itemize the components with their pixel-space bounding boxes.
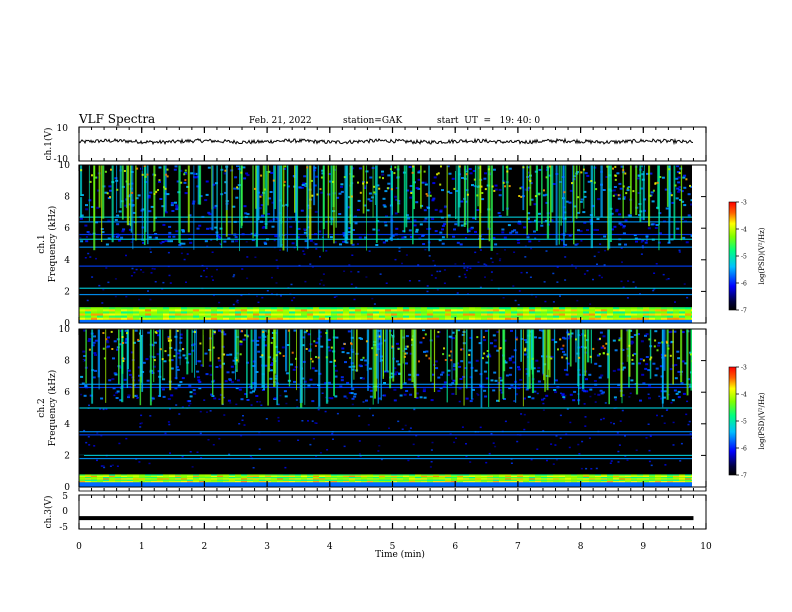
ch1-spectrogram-image xyxy=(79,165,706,323)
spec1-ytick: 2 xyxy=(64,287,70,297)
colorbar-tick: -5 xyxy=(741,254,747,261)
spec2-ytick: 10 xyxy=(59,325,71,335)
ch3-waveform-panel: 5 0 -5 ch.3(V) xyxy=(43,492,707,533)
time-tick-marks xyxy=(78,127,707,529)
ch3-voltage-axis-label: ch.3(V) xyxy=(43,496,54,529)
colorbar-tick: -6 xyxy=(741,446,747,453)
colorbar-tick: -7 xyxy=(741,473,747,480)
ch2-spectrogram-channel-label: ch.2 xyxy=(37,398,47,417)
ch1-colorbar: -3 -4 -5 -6 -7 log(PSD)(V²/Hz) xyxy=(728,200,766,315)
time-tick-label: 10 xyxy=(700,542,712,552)
ch2-colorbar-label: log(PSD)(V²/Hz) xyxy=(758,392,766,449)
ch2-spectrogram-panel: 0 2 4 6 8 10 ch.2 Frequency (kHz) xyxy=(37,325,707,493)
spec1-ytick: 0 xyxy=(64,319,70,329)
ch2-frequency-axis-label: Frequency (kHz) xyxy=(47,370,58,447)
colorbar-tick: -7 xyxy=(741,308,747,315)
ch2-colorbar: -3 -4 -5 -6 -7 log(PSD)(V²/Hz) xyxy=(728,365,766,480)
ch3-ytick-bottom: -5 xyxy=(59,523,68,533)
colorbar-tick: -5 xyxy=(741,419,747,426)
spec1-ytick: 6 xyxy=(64,224,70,234)
time-tick-label: 7 xyxy=(515,542,521,552)
spec2-ytick: 6 xyxy=(64,388,70,398)
spec2-ytick: 8 xyxy=(64,357,70,367)
spec1-ytick: 10 xyxy=(59,161,71,171)
time-tick-label: 5 xyxy=(390,542,396,552)
time-axis-label: Time (min) xyxy=(375,549,425,560)
time-tick-label: 0 xyxy=(76,542,82,552)
spec2-ytick: 0 xyxy=(64,483,70,493)
ch1-ytick-bottom: -10 xyxy=(54,155,69,165)
colorbar-tick: -4 xyxy=(741,227,747,234)
ch1-voltage-axis-label: ch.1(V) xyxy=(43,128,54,161)
time-tick-label: 4 xyxy=(327,542,333,552)
ch1-waveform-trace xyxy=(78,137,694,146)
ch1-ytick-top: 10 xyxy=(57,124,69,134)
ch3-ytick-middle: 0 xyxy=(62,507,68,517)
time-tick-label: 9 xyxy=(640,542,646,552)
spec2-ytick: 4 xyxy=(64,420,70,430)
colorbar-tick: -3 xyxy=(741,365,747,372)
ch3-ytick-top: 5 xyxy=(62,492,68,502)
spec1-ytick: 4 xyxy=(64,256,70,266)
colorbar-tick: -3 xyxy=(741,200,747,207)
time-tick-labels: 0 1 2 3 4 5 6 7 8 9 10 xyxy=(76,542,712,552)
colorbar-tick: -4 xyxy=(741,392,747,399)
time-tick-label: 3 xyxy=(264,542,270,552)
ch1-spectrogram-panel: 0 2 4 6 8 10 ch.1 Frequency (kHz) xyxy=(37,161,707,329)
ch3-waveform-trace xyxy=(79,516,694,521)
station-label: station=GAK xyxy=(343,116,403,126)
time-tick-label: 2 xyxy=(202,542,208,552)
ch2-spectrogram-image xyxy=(79,329,706,487)
figure-title: VLF Spectra xyxy=(78,112,155,126)
date-label: Feb. 21, 2022 xyxy=(249,116,312,126)
ch1-waveform-panel: 10 -10 ch.1(V) xyxy=(43,124,707,165)
start-time-label: start UT = 19: 40: 0 xyxy=(437,116,540,126)
spec2-ytick: 2 xyxy=(64,451,70,461)
ch1-colorbar-label: log(PSD)(V²/Hz) xyxy=(758,227,766,284)
time-tick-label: 1 xyxy=(139,542,145,552)
colorbar-tick: -6 xyxy=(741,281,747,288)
time-tick-label: 6 xyxy=(452,542,458,552)
time-tick-label: 8 xyxy=(578,542,584,552)
ch1-frequency-axis-label: Frequency (kHz) xyxy=(47,206,58,283)
ch1-spectrogram-channel-label: ch.1 xyxy=(37,234,47,253)
spec1-ytick: 8 xyxy=(64,193,70,203)
